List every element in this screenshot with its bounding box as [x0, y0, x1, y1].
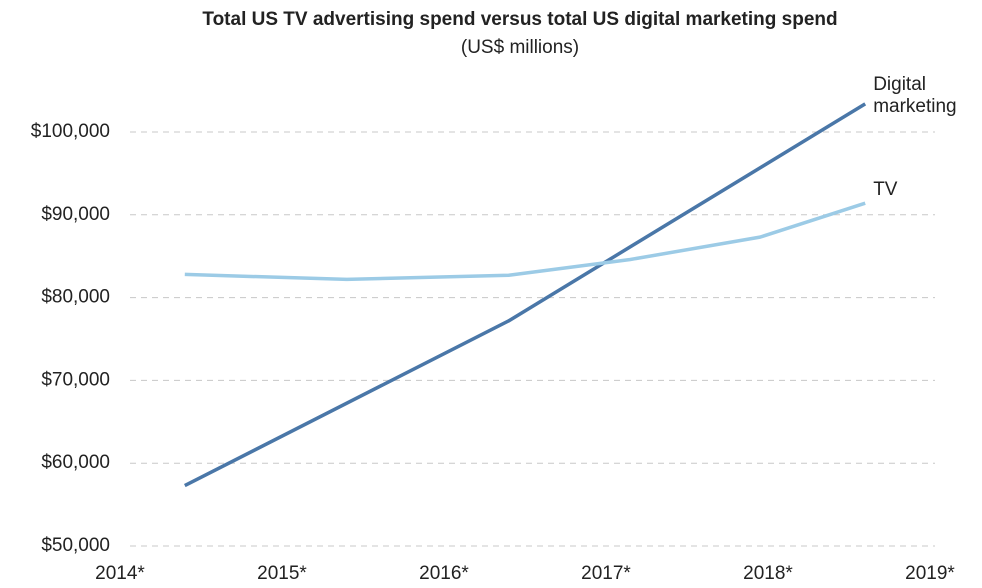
- series-label: TV: [873, 179, 898, 201]
- y-tick-label: $90,000: [41, 204, 110, 225]
- x-tick-label: 2017*: [581, 563, 631, 584]
- series-line: [184, 102, 867, 488]
- series-line: [184, 201, 866, 282]
- chart-title: Total US TV advertising spend versus tot…: [202, 9, 837, 30]
- x-tick-label: 2016*: [419, 563, 469, 584]
- x-tick-label: 2014*: [95, 563, 145, 584]
- y-tick-label: $60,000: [41, 452, 110, 473]
- x-tick-label: 2018*: [743, 563, 793, 584]
- chart-subtitle: (US$ millions): [461, 37, 579, 58]
- x-tick-label: 2019*: [905, 563, 955, 584]
- y-tick-label: $50,000: [41, 535, 110, 556]
- series-label: Digital marketing: [873, 73, 957, 117]
- y-tick-label: $70,000: [41, 369, 110, 390]
- y-tick-label: $80,000: [41, 287, 110, 308]
- x-tick-label: 2015*: [257, 563, 307, 584]
- y-tick-label: $100,000: [31, 121, 110, 142]
